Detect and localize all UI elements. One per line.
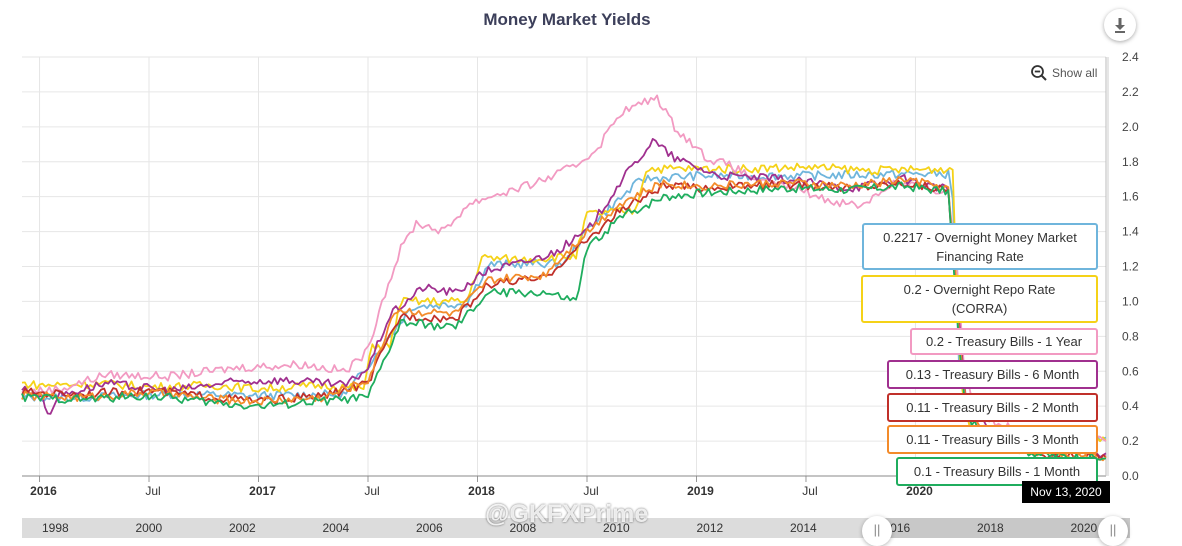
zoom-out-icon: [1031, 65, 1047, 81]
x-tick-label: 2018: [468, 484, 495, 498]
y-tick-label: 0.4: [1122, 399, 1139, 413]
y-tick-label: 0.6: [1122, 364, 1139, 378]
tooltip-tbill-2mo: 0.11 - Treasury Bills - 2 Month: [887, 393, 1098, 422]
tooltip-tbill-1yr: 0.2 - Treasury Bills - 1 Year: [910, 328, 1098, 355]
navigator-track[interactable]: [22, 518, 1130, 538]
y-tick-label: 0.8: [1122, 329, 1139, 343]
export-button[interactable]: [1104, 9, 1136, 41]
navigator-year-label: 2020: [1070, 521, 1098, 535]
y-tick-label: 1.0: [1122, 294, 1139, 308]
navigator-right-handle[interactable]: ||: [1098, 516, 1128, 546]
show-all-label: Show all: [1052, 66, 1098, 80]
series-line-7: [21, 181, 1106, 463]
tooltip-tbill-3mo: 0.11 - Treasury Bills - 3 Month: [887, 425, 1098, 454]
navigator-year-label: 2006: [416, 521, 443, 535]
show-all-button[interactable]: Show all: [1030, 64, 1097, 82]
navigator-year-label: 2000: [135, 521, 163, 535]
navigator-year-label: 2018: [977, 521, 1004, 535]
x-tick-label: Jul: [145, 484, 160, 498]
navigator-year-label: 2004: [322, 521, 350, 535]
series-line-6: [21, 176, 1107, 462]
x-tick-label: Jul: [583, 484, 598, 498]
x-tick-label: 2019: [687, 484, 714, 498]
navigator-year-label: 2008: [509, 521, 537, 535]
y-tick-label: 1.8: [1122, 155, 1139, 169]
navigator-year-label: 2012: [696, 521, 724, 535]
navigator-window[interactable]: [877, 518, 1130, 538]
y-tick-label: 1.6: [1122, 190, 1139, 204]
x-tick-label: Jul: [364, 484, 379, 498]
navigator-year-label: 1998: [42, 521, 69, 535]
watermark: @GKFXPrime: [485, 500, 649, 528]
tooltip-overnight-financing: 0.2217 - Overnight Money Market Financin…: [862, 223, 1098, 270]
chart-title: Money Market Yields: [483, 10, 651, 29]
navigator-year-label: 2014: [790, 521, 817, 535]
y-tick-label: 2.2: [1122, 85, 1139, 99]
tooltip-tbill-6mo: 0.13 - Treasury Bills - 6 Month: [887, 360, 1098, 389]
x-tick-label: 2017: [249, 484, 276, 498]
y-tick-label: 2.4: [1122, 50, 1139, 64]
navigator-left-handle[interactable]: ||: [862, 516, 892, 546]
y-tick-label: 0.0: [1122, 469, 1139, 483]
y-tick-label: 1.2: [1122, 260, 1139, 274]
y-tick-label: 1.4: [1122, 225, 1139, 239]
download-icon: [1115, 18, 1125, 33]
navigator-year-label: 2002: [229, 521, 256, 535]
x-tick-label: Jul: [802, 484, 817, 498]
tooltip-corra: 0.2 - Overnight Repo Rate (CORRA): [861, 275, 1098, 323]
navigator-year-label: 2010: [603, 521, 630, 535]
x-tick-label: 2020: [906, 484, 933, 498]
y-tick-label: 0.2: [1122, 434, 1139, 448]
y-tick-label: 2.0: [1122, 120, 1139, 134]
crosshair-date-label: Nov 13, 2020: [1022, 481, 1110, 503]
x-tick-label: 2016: [30, 484, 57, 498]
